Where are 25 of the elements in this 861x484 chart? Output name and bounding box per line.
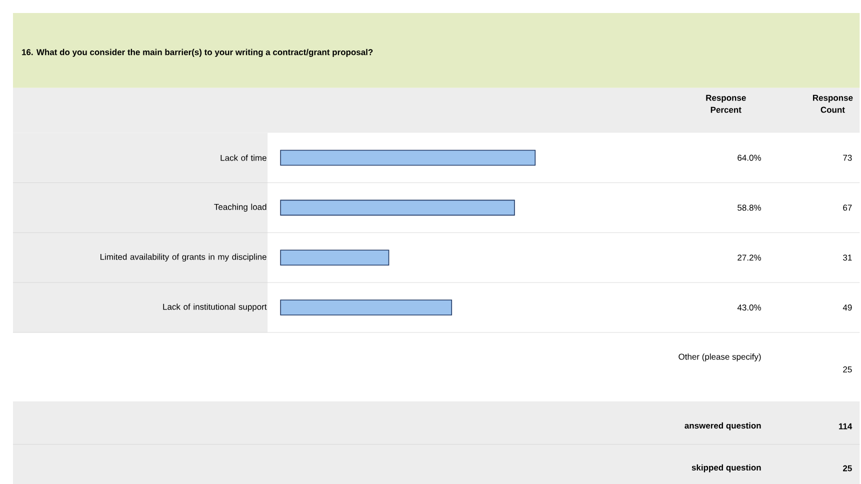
y-tick-label: Lack of time — [220, 154, 266, 161]
text: 73 — [843, 154, 852, 161]
data-label: 43.0% — [737, 304, 761, 310]
text: skipped question — [692, 464, 761, 472]
text: 25 — [843, 366, 852, 372]
data-label: 64.0% — [738, 154, 761, 161]
y-tick-label: Lack of institutional support — [163, 303, 267, 312]
text: Response Percent — [706, 94, 746, 113]
text: 114 — [839, 423, 852, 430]
y-tick-label: Teaching load — [214, 204, 266, 212]
bar — [280, 250, 390, 266]
text: answered question — [684, 422, 761, 430]
bar — [280, 300, 452, 316]
y-tick-label: Limited availability of grants in my discipline — [100, 254, 266, 262]
data-label: 58.8% — [738, 204, 761, 211]
bar — [280, 150, 536, 166]
data-label: 27.2% — [738, 254, 761, 260]
text: Other (please specify) — [678, 353, 761, 362]
text: 16. What do you consider the main barrier(s) to your writing a contract/grant proposal? — [22, 48, 373, 57]
text: 49 — [842, 304, 852, 310]
bar — [280, 200, 515, 216]
text: 31 — [843, 254, 852, 260]
text: 25 — [843, 465, 852, 472]
text: Response Count — [813, 94, 853, 113]
text: 67 — [843, 204, 852, 211]
